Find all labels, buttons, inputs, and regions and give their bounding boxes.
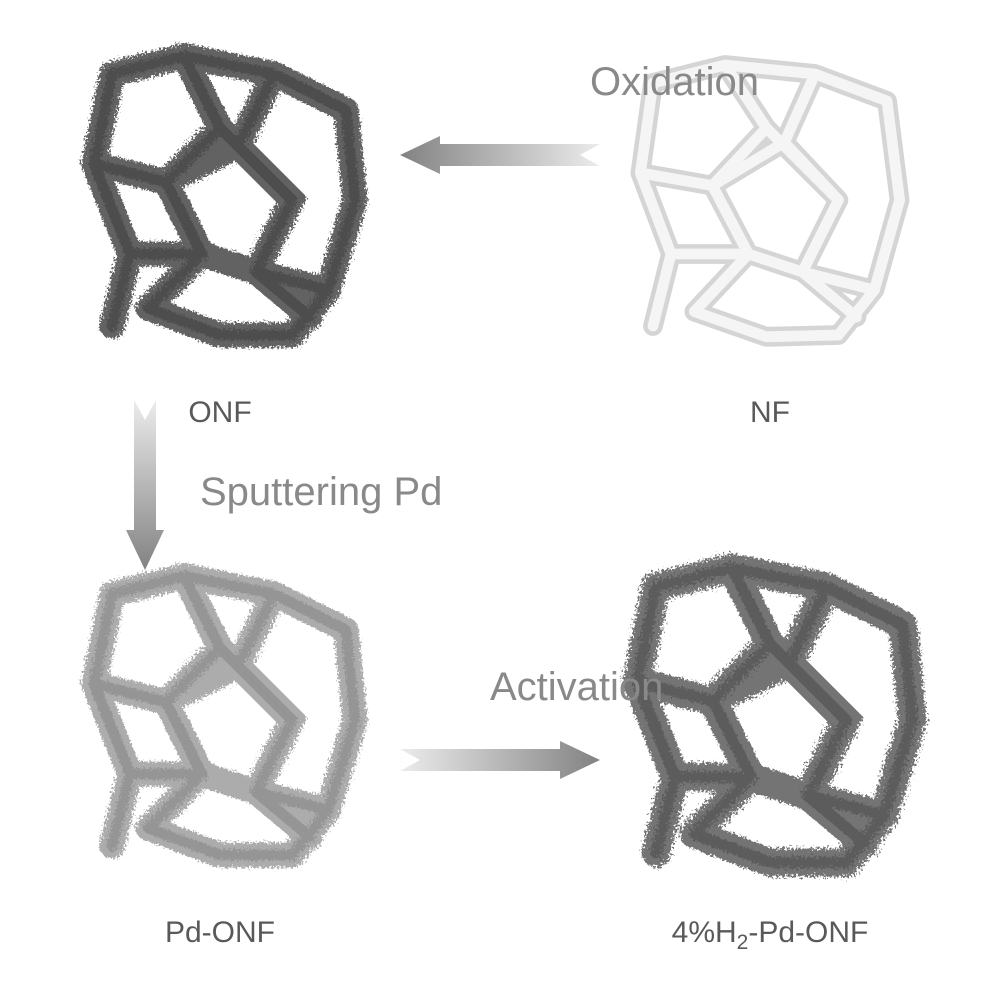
label-oxidation: Oxidation <box>590 60 759 105</box>
caption-h2pdonf-sub: 2 <box>737 931 749 954</box>
caption-pdonf: Pd-ONF <box>30 916 410 950</box>
arrow-sputtering <box>120 400 170 575</box>
caption-h2pdonf: 4%H2-Pd-ONF <box>570 916 970 955</box>
arrow-oxidation-svg <box>400 130 600 180</box>
arrow-oxidation <box>400 130 600 185</box>
structure-pdonf <box>30 530 410 910</box>
caption-h2pdonf-tail: -Pd-ONF <box>748 916 868 949</box>
caption-h2pdonf-head: 4%H <box>672 916 737 949</box>
caption-nf: NF <box>570 396 970 430</box>
foam-pdonf-svg <box>40 540 400 900</box>
arrow-activation-svg <box>400 735 600 785</box>
panel-onf: ONF <box>30 10 410 430</box>
caption-onf: ONF <box>30 396 410 430</box>
arrow-activation <box>400 735 600 790</box>
arrow-sputtering-svg <box>120 400 170 570</box>
label-sputtering: Sputtering Pd <box>200 470 442 515</box>
label-activation: Activation <box>490 665 663 710</box>
foam-onf-svg <box>40 20 400 380</box>
foam-h2pdonf-svg <box>580 530 960 910</box>
structure-onf <box>30 10 410 390</box>
panel-pdonf: Pd-ONF <box>30 530 410 950</box>
panel-h2pdonf: 4%H2-Pd-ONF <box>570 530 970 955</box>
structure-h2pdonf <box>570 530 970 910</box>
